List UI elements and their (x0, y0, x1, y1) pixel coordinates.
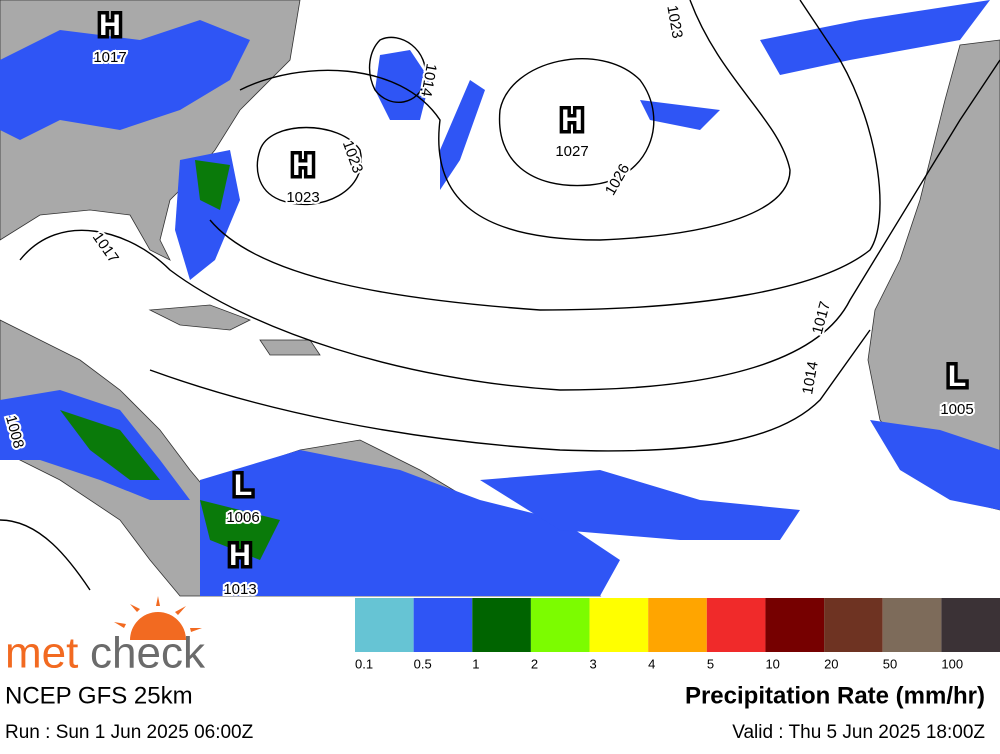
isobar (239, 0, 791, 241)
center-letter: L (234, 469, 252, 502)
legend-label: 0.5 (414, 656, 432, 671)
center-value: 1017 (93, 49, 126, 66)
center-value: 1027 (555, 143, 588, 160)
run-time: Run : Sun 1 Jun 2025 06:00Z (5, 722, 254, 743)
center-letter: H (561, 104, 583, 137)
center-value: 1013 (223, 581, 256, 598)
legend-swatch (765, 598, 825, 652)
center-value: 1023 (286, 189, 319, 206)
center-value: 1006 (226, 509, 259, 526)
logo-text-1: met (5, 629, 78, 678)
rain-area (0, 20, 250, 140)
legend-swatch (530, 598, 590, 652)
legend-swatch (706, 598, 766, 652)
valid-time: Valid : Thu 5 Jun 2025 18:00Z (732, 722, 985, 743)
logo-text-2: check (90, 629, 206, 678)
legend-swatch (824, 598, 883, 652)
legend-label: 1 (472, 656, 479, 671)
legend-label: 50 (883, 656, 897, 671)
isobar (256, 126, 362, 205)
isobar (498, 58, 655, 187)
legend-title: Precipitation Rate (mm/hr) (685, 682, 985, 709)
legend-label: 5 (707, 656, 714, 671)
isobar (19, 59, 1000, 391)
map (0, 0, 1000, 597)
pressure-centers: H 1017 H 1023 H 1027 L 1005 L 1006 H 1013 (91, 5, 975, 600)
legend-label: 3 (590, 656, 597, 671)
legend-label: 20 (824, 656, 838, 671)
legend-swatch (941, 598, 1000, 652)
legend-label: 2 (531, 656, 538, 671)
legend-swatch (413, 598, 473, 652)
rain-area (870, 420, 1000, 510)
model-name: NCEP GFS 25km (5, 682, 193, 709)
isobar (209, 0, 881, 311)
legend-label: 4 (648, 656, 655, 671)
center-letter: H (229, 539, 251, 572)
legend-label: 100 (941, 656, 963, 671)
legend-swatch (589, 598, 649, 652)
center-value: 1005 (940, 401, 973, 418)
logo-sun (114, 596, 202, 640)
caribbean-islands (148, 304, 321, 356)
precipitation (0, 0, 1000, 596)
rain-area (200, 450, 620, 596)
legend-swatch (472, 598, 531, 652)
legend: 0.1 0.5 1 2 3 4 5 10 20 50 100 (355, 598, 1000, 671)
isobar (149, 329, 871, 452)
legend-swatch (355, 598, 414, 652)
isobars (0, 0, 1000, 591)
legend-label: 10 (765, 656, 779, 671)
center-letter: L (948, 360, 966, 393)
center-letter: H (99, 9, 121, 42)
legend-swatch (648, 598, 707, 652)
legend-label: 0.1 (355, 656, 373, 671)
rain-heavy (60, 160, 280, 560)
isobar (368, 36, 427, 103)
isobar (0, 519, 91, 591)
rain-area (480, 470, 800, 540)
legend-swatch (882, 598, 942, 652)
logo: met check (5, 596, 206, 678)
rain-area (375, 0, 990, 190)
center-letter: H (292, 149, 314, 182)
